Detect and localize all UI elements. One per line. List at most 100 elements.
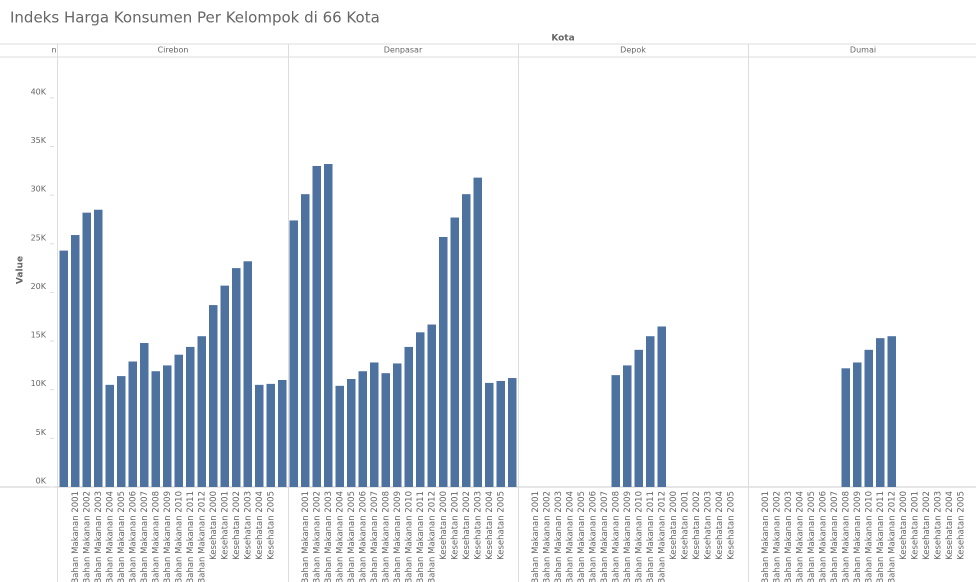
x-tick-label: Kesehatan 2002 <box>462 491 472 560</box>
bar <box>611 375 621 487</box>
x-tick-label: Bahan Makanan 2004 <box>565 491 575 582</box>
y-tick-label: 40K <box>31 87 47 96</box>
x-tick-label: Bahan Makanan 2006 <box>128 491 138 582</box>
bar <box>841 368 851 487</box>
bar <box>82 212 92 487</box>
x-tick-label: Bahan Makanan 2012 <box>427 491 437 582</box>
bar <box>864 349 874 487</box>
x-tick-label: Kesehatan 2001 <box>680 491 690 560</box>
bar <box>392 363 402 487</box>
bar <box>312 165 322 487</box>
bar <box>266 383 276 487</box>
x-tick-label: Bahan Makanan 2003 <box>784 491 794 582</box>
y-tick-label: 15K <box>31 331 47 340</box>
x-tick-label: Bahan Makanan 2003 <box>554 491 564 582</box>
y-tick-label: 0K <box>36 477 47 486</box>
facet-label: Cirebon <box>158 46 189 55</box>
x-tick-label: Bahan Makanan 2012 <box>657 491 667 582</box>
x-tick-label: Kesehatan 2005 <box>726 491 736 560</box>
bar <box>645 336 655 487</box>
bar <box>875 338 885 487</box>
bar <box>438 236 448 487</box>
bar <box>70 235 80 487</box>
x-tick-label: Kesehatan 2003 <box>933 491 943 560</box>
bar <box>185 346 195 487</box>
bar <box>657 326 667 487</box>
x-tick-label: Bahan Makanan 2004 <box>795 491 805 582</box>
x-tick-label: Bahan Makanan 2007 <box>370 491 380 582</box>
bar <box>473 177 483 487</box>
bar <box>151 371 161 487</box>
bar <box>404 346 414 487</box>
bar <box>335 385 345 487</box>
bar <box>358 371 368 487</box>
bar <box>507 378 517 487</box>
x-tick-label: Bahan Makanan 2004 <box>105 491 115 582</box>
x-tick-label: Bahan Makanan 2009 <box>853 491 863 582</box>
x-tick-label: Kesehatan 2002 <box>232 491 242 560</box>
x-tick-label: Bahan Makanan 2006 <box>818 491 828 582</box>
x-tick-label: Bahan Makanan 2007 <box>600 491 610 582</box>
x-tick-label: Kesehatan 2004 <box>485 491 495 560</box>
bar <box>139 343 149 487</box>
y-tick-label: 35K <box>31 136 47 145</box>
x-tick-label: Kesehatan 2005 <box>496 491 506 560</box>
bar <box>450 217 460 487</box>
x-tick-label: Bahan Makanan 2011 <box>646 491 656 582</box>
bar <box>93 209 103 488</box>
bar <box>484 382 494 487</box>
y-tick-label: 5K <box>36 428 47 437</box>
bar <box>243 261 253 487</box>
y-tick-label: 10K <box>31 379 47 388</box>
x-tick-label: Bahan Makanan 2002 <box>542 491 552 582</box>
x-tick-label: Bahan Makanan 2010 <box>404 491 414 582</box>
x-tick-label: Kesehatan 2001 <box>450 491 460 560</box>
x-tick-label: Bahan Makanan 2008 <box>151 491 161 582</box>
facet-label: n <box>51 46 56 55</box>
bar <box>59 250 69 487</box>
x-tick-label: Bahan Makanan 2011 <box>416 491 426 582</box>
chart-title: Indeks Harga Konsumen Per Kelompok di 66… <box>10 9 380 27</box>
bar <box>197 336 207 487</box>
x-tick-label: Bahan Makanan 2008 <box>611 491 621 582</box>
bar <box>289 220 299 488</box>
bar <box>496 380 506 487</box>
x-tick-label: Bahan Makanan 2002 <box>312 491 322 582</box>
bar <box>323 164 333 487</box>
x-tick-label: Bahan Makanan 2005 <box>807 491 817 582</box>
bar <box>300 194 310 488</box>
bar <box>128 361 138 487</box>
x-tick-label: Kesehatan 2002 <box>922 491 932 560</box>
x-tick-label: Kesehatan 2005 <box>266 491 276 560</box>
bar <box>427 324 437 487</box>
x-tick-label: Kesehatan 2002 <box>692 491 702 560</box>
x-tick-label: Bahan Makanan 2001 <box>301 491 311 582</box>
x-tick-label: Bahan Makanan 2008 <box>841 491 851 582</box>
y-tick-label: 25K <box>31 233 47 242</box>
x-tick-label: Kesehatan 2003 <box>703 491 713 560</box>
x-tick-label: Bahan Makanan 2012 <box>887 491 897 582</box>
x-tick-label: Bahan Makanan 2002 <box>772 491 782 582</box>
bar <box>887 336 897 487</box>
facet-label: Depok <box>620 46 646 55</box>
y-tick-label: 30K <box>31 185 47 194</box>
x-tick-label: Bahan Makanan 2011 <box>186 491 196 582</box>
x-tick-label: Kesehatan 2000 <box>669 491 679 560</box>
x-tick-label: Bahan Makanan 2009 <box>163 491 173 582</box>
facet-header: Kota <box>551 34 574 44</box>
bar <box>220 285 230 487</box>
x-tick-label: Bahan Makanan 2007 <box>140 491 150 582</box>
bar <box>852 362 862 487</box>
x-tick-label: Bahan Makanan 2006 <box>358 491 368 582</box>
bar <box>634 349 644 487</box>
x-tick-label: Bahan Makanan 2010 <box>174 491 184 582</box>
facet-label: Dumai <box>850 46 876 55</box>
x-tick-label: Bahan Makanan 2005 <box>577 491 587 582</box>
x-tick-label: Bahan Makanan 2002 <box>82 491 92 582</box>
bar <box>622 365 632 487</box>
x-tick-label: Bahan Makanan 2003 <box>94 491 104 582</box>
x-tick-label: Kesehatan 2000 <box>439 491 449 560</box>
bar <box>415 332 425 487</box>
x-tick-label: Bahan Makanan 2008 <box>381 491 391 582</box>
